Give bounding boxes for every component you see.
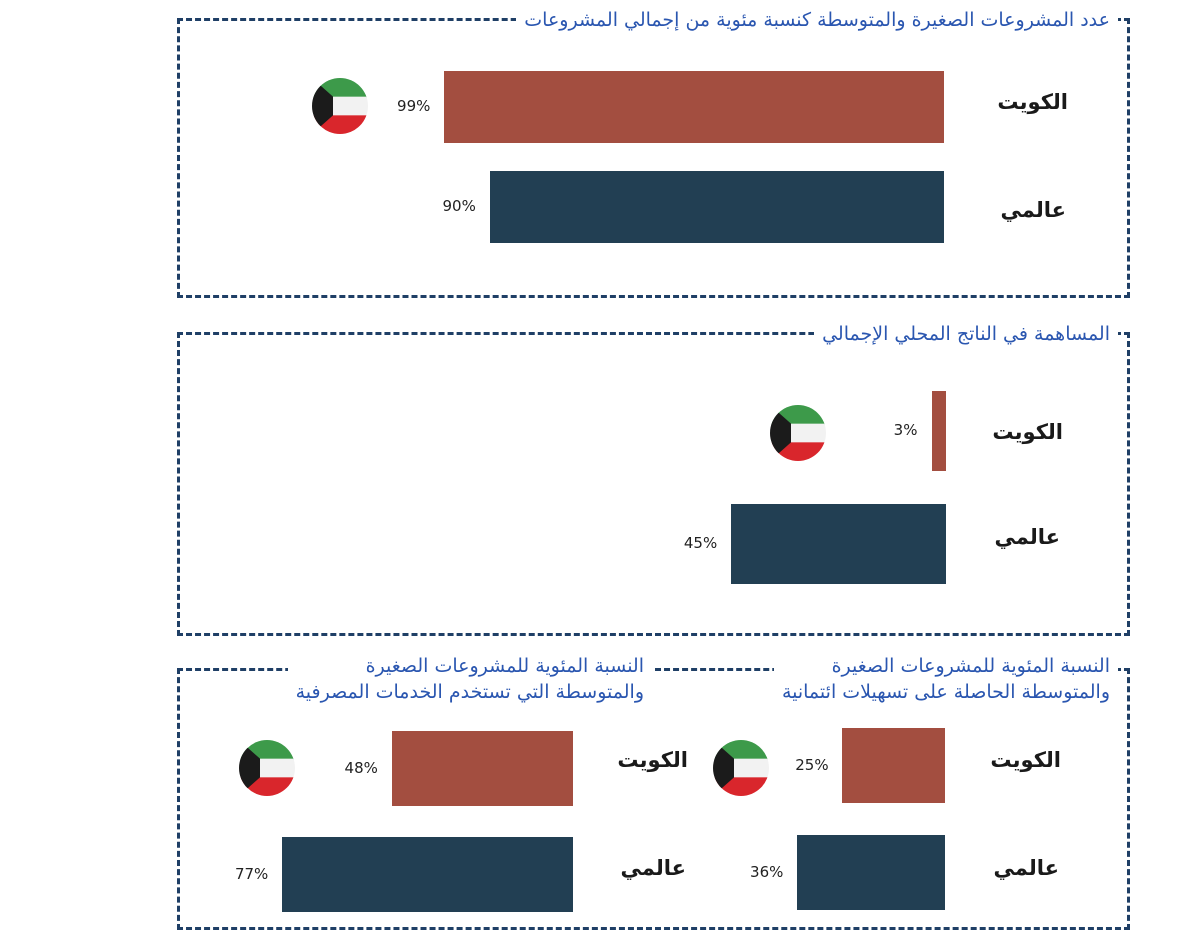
panel-3-frame [177,668,1130,930]
panel-4-value-label-global: 77% [234,864,269,883]
panel-4-category-global: عالمي [620,856,686,880]
panel-3-bar-global [797,835,945,910]
panel-3-value-label-global: 36% [750,862,784,881]
panel-4-category-kuwait: الكويت [617,748,688,772]
panel-3-title-line-1: النسبة المئوية للمشروعات الصغيرة [831,655,1110,677]
kuwait-flag-icon [770,405,826,461]
panel-2-bar-global [730,504,946,584]
panel-2-frame [177,332,1130,636]
panel-1-bar-kuwait [444,71,944,143]
panel-1-title: عدد المشروعات الصغيرة والمتوسطة كنسبة مئ… [516,8,1118,32]
panel-1-bar-global [489,171,944,243]
panel-3-category-kuwait: الكويت [990,748,1061,772]
kuwait-flag-icon [239,740,295,796]
panel-2-category-kuwait: الكويت [992,420,1063,444]
panel-1-category-global: عالمي [1000,198,1066,222]
panel-4-value-label-kuwait: 48% [344,758,378,777]
kuwait-flag-icon [713,740,769,796]
panel-4-title-line-1: النسبة المئوية للمشروعات الصغيرة [365,655,644,677]
panel-2-value-label-global: 45% [683,534,718,552]
panel-2-bar-kuwait [931,391,946,471]
panel-1-value-label-global: 90% [442,197,476,215]
panel-4-title: النسبة المئوية للمشروعات الصغيرة والمتوس… [287,653,652,705]
panel-2-value-label-kuwait: 3% [893,421,918,439]
panel-3-value-label-kuwait: 25% [795,755,829,774]
panel-4-title-line-2: والمتوسطة التي تستخدم الخدمات المصرفية [295,681,644,703]
panel-3-category-global: عالمي [993,856,1059,880]
panel-4-bar-kuwait [391,731,573,806]
panel-3-bar-kuwait [842,728,945,803]
panel-1-category-kuwait: الكويت [997,90,1068,114]
panel-4-bar-global [281,837,573,912]
panel-1-value-label-kuwait: 99% [397,97,431,115]
panel-3-title: النسبة المئوية للمشروعات الصغيرة والمتوس… [773,653,1118,705]
panel-2-title: المساهمة في الناتج المحلي الإجمالي [814,322,1118,346]
kuwait-flag-icon [312,78,368,134]
panel-2-category-global: عالمي [994,525,1060,549]
panel-3-title-line-2: والمتوسطة الحاصلة على تسهيلات ائتمانية [781,681,1110,703]
